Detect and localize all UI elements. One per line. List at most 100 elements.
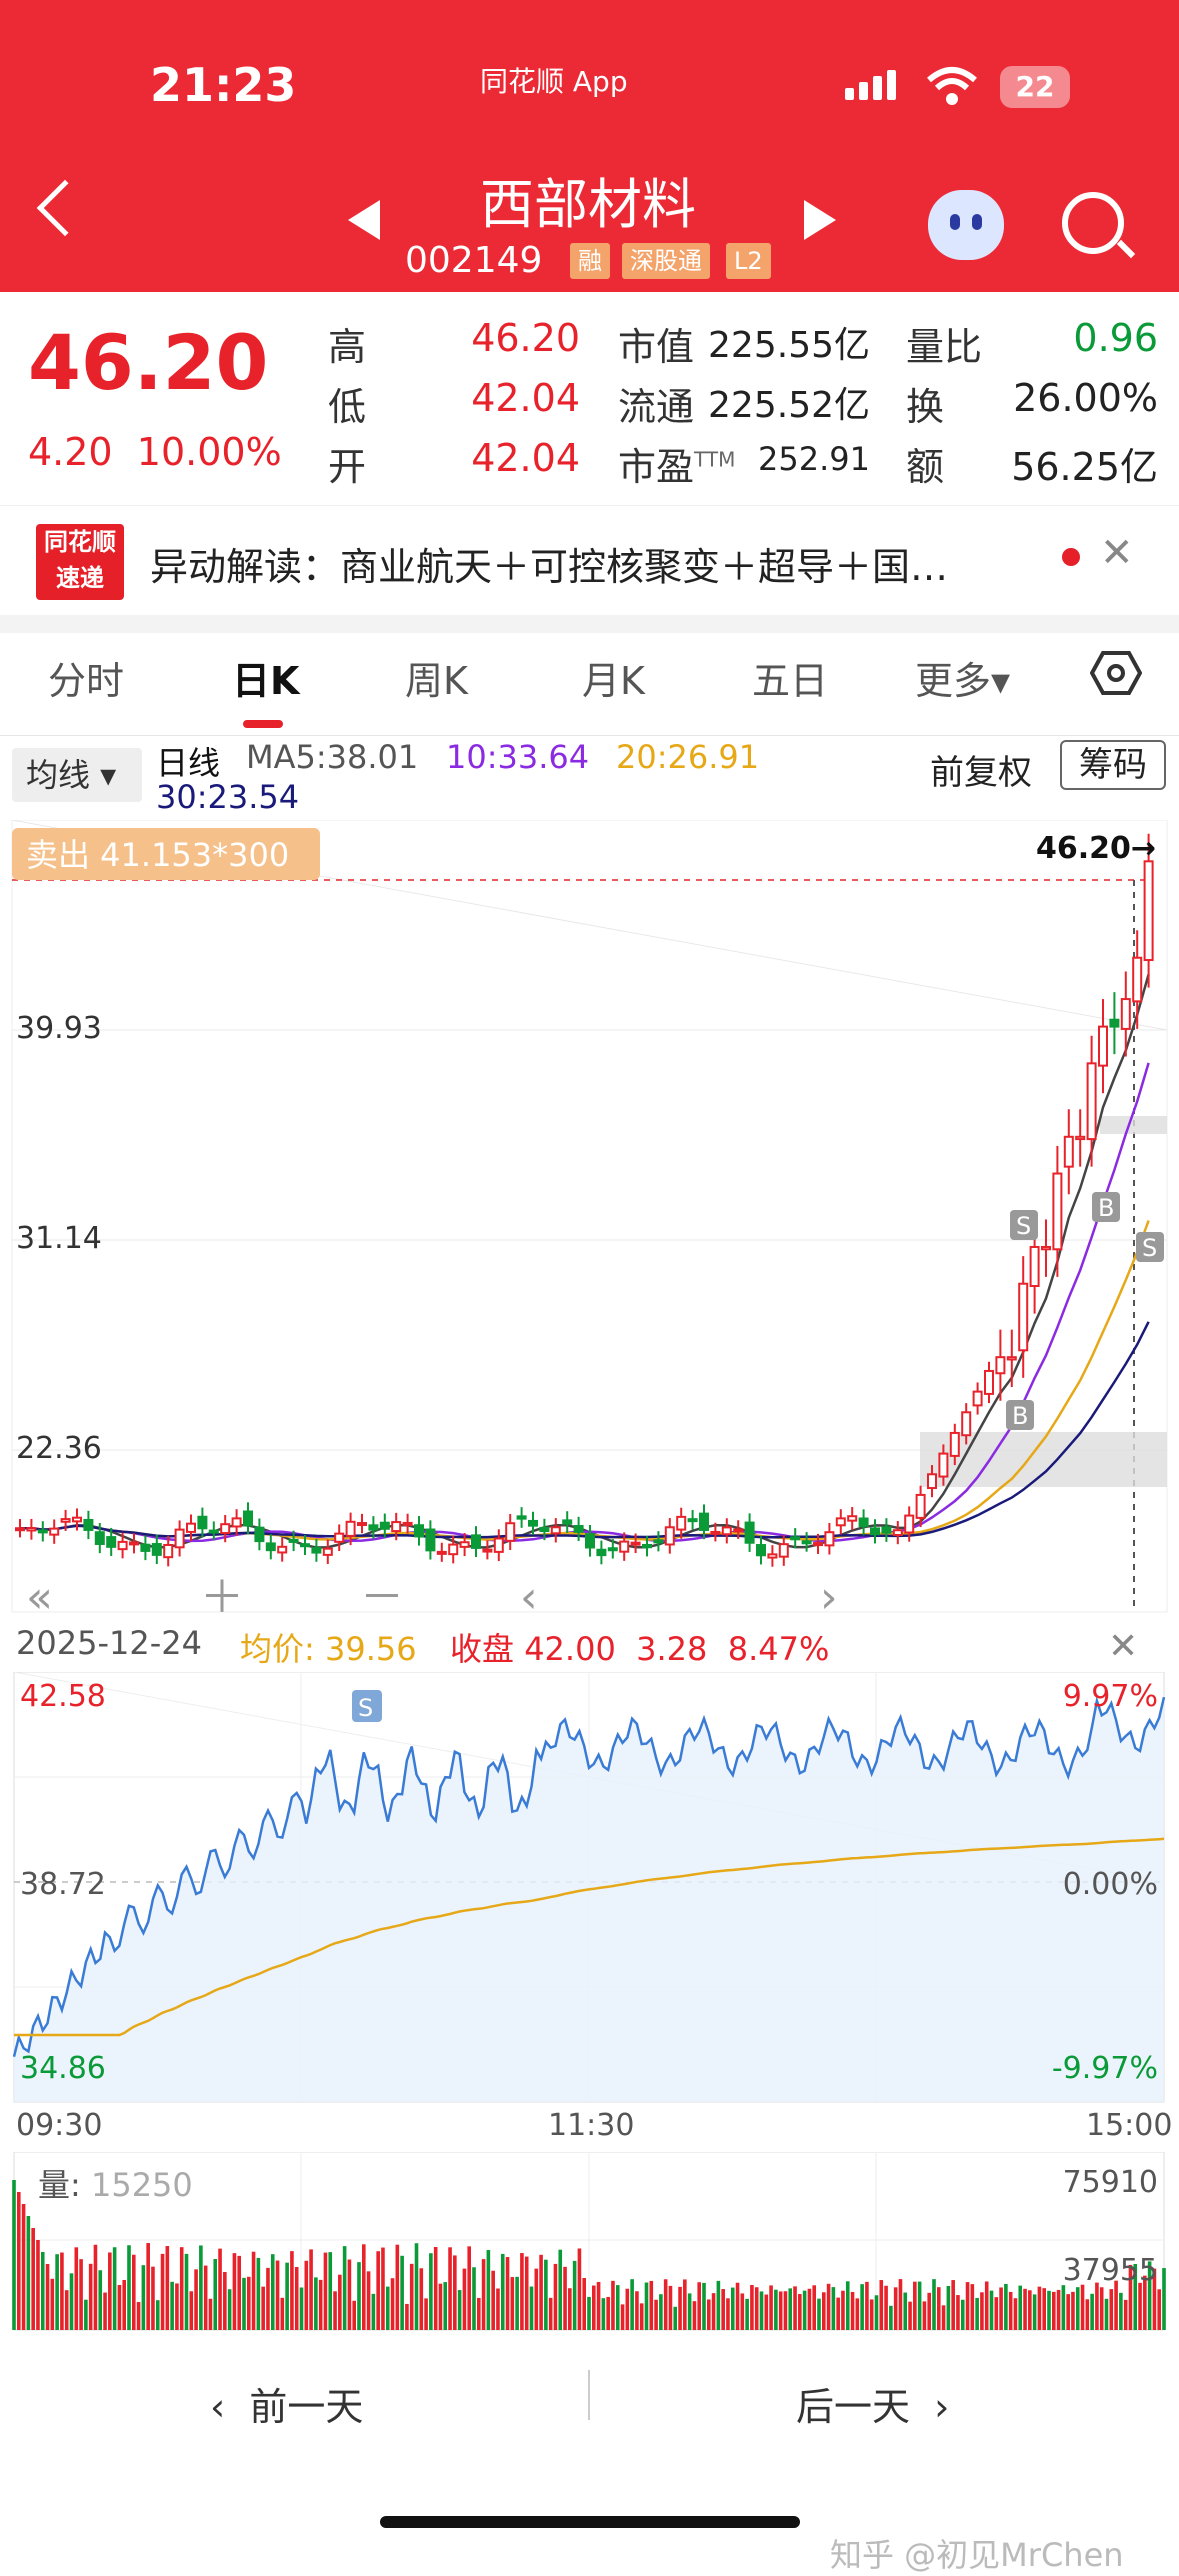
tab-intraday[interactable]: 分时 (48, 659, 125, 703)
volume-bar (472, 2267, 476, 2330)
prev-day-button[interactable]: ‹ 前一天 (210, 2385, 364, 2429)
tab-monthly-k[interactable]: 月K (582, 659, 645, 703)
tab-five-day[interactable]: 五日 (752, 659, 829, 703)
volume-bar (433, 2247, 438, 2330)
candle (1109, 1018, 1120, 1028)
scroll-left-icon: « (26, 1572, 53, 1620)
assistant-robot-icon[interactable] (928, 190, 1004, 260)
back-arrow-icon[interactable] (36, 179, 94, 237)
settings-hexagon-icon[interactable] (1090, 650, 1142, 696)
volume-bar (246, 2276, 251, 2330)
volume-bar (409, 2263, 414, 2330)
candle (231, 1517, 242, 1528)
volume-bar (1143, 2275, 1147, 2330)
search-icon[interactable] (1062, 192, 1124, 254)
close-icon[interactable]: ✕ (1100, 530, 1134, 576)
candle (904, 1514, 915, 1534)
candle (493, 1537, 504, 1553)
volume-bar (1061, 2285, 1066, 2330)
volume-bar (314, 2277, 318, 2330)
candle (744, 1521, 755, 1544)
volume-bar (290, 2251, 294, 2330)
volume-bar (936, 2287, 941, 2330)
candle (357, 1522, 367, 1527)
volume-bar (596, 2281, 601, 2330)
intraday-chart[interactable]: 42.58 38.72 34.86 9.97% 0.00% -9.97% S (0, 1672, 1179, 2112)
volume-bar (438, 2283, 443, 2330)
volume-bar (922, 2301, 927, 2330)
close-intraday-icon[interactable]: ✕ (1108, 1626, 1139, 1667)
volume-bar (587, 2296, 591, 2330)
volume-bar (913, 2281, 917, 2330)
volume-bar (563, 2266, 567, 2330)
chip-button[interactable]: 筹码 (1060, 740, 1166, 790)
volume-bar (606, 2296, 610, 2330)
volume-bar (1119, 2292, 1123, 2330)
time-start: 09:30 (16, 2108, 103, 2143)
volume-bar (481, 2259, 486, 2330)
zoom-in-icon: ＋ (200, 1572, 244, 1620)
current-price: 46.20 (28, 318, 269, 407)
candle (790, 1536, 801, 1541)
float-value: 225.52亿 (708, 385, 870, 426)
stock-code: 002149 (405, 240, 543, 281)
volume-bar (1042, 2288, 1047, 2330)
candle (596, 1548, 607, 1557)
volume-bar (376, 2251, 380, 2330)
candle (585, 1533, 595, 1549)
volume-bar (486, 2250, 491, 2330)
next-stock-arrow-icon[interactable] (804, 200, 836, 240)
volume-bar (625, 2288, 630, 2330)
ma10-line (20, 1062, 1150, 1543)
ma-selector-dropdown[interactable]: 均线 ▾ (12, 748, 142, 802)
pe-label: 市盈TTM (618, 445, 736, 489)
candle (1075, 1135, 1086, 1141)
volume-bar (807, 2288, 812, 2330)
candle (984, 1369, 994, 1395)
candle (710, 1530, 721, 1535)
volume-bar (524, 2256, 529, 2330)
news-banner[interactable]: 同花顺 速递 异动解读：商业航天＋可控核聚变＋超导＋国… (0, 505, 1179, 615)
trade-marker-label: B (1012, 1402, 1028, 1430)
news-text[interactable]: 异动解读：商业航天＋可控核聚变＋超导＋国… (150, 545, 949, 589)
volume-bar (984, 2281, 989, 2330)
candle (505, 1522, 516, 1542)
ma30-legend: 30:23.54 (156, 778, 300, 816)
candle (322, 1547, 333, 1556)
volume-bar (251, 2251, 256, 2330)
watermark: 知乎 @初见MrChen (830, 2536, 1124, 2574)
chart-nav-buttons[interactable]: « ＋ － ‹ › (26, 1572, 838, 1620)
volume-bar (692, 2301, 697, 2330)
ma10-legend: 10:33.64 (446, 738, 590, 776)
adjust-mode-button[interactable]: 前复权 (930, 753, 1032, 793)
volume-bar (40, 2252, 45, 2330)
tab-weekly-k[interactable]: 周K (405, 659, 468, 703)
next-day-button[interactable]: 后一天 › (796, 2385, 950, 2429)
volume-bar (1152, 2268, 1157, 2330)
amount-label: 额 (906, 445, 945, 489)
volume-bar (831, 2287, 836, 2330)
kline-chart[interactable]: 39.93 31.14 22.36 46.20→ 卖出 41.153*300 S… (0, 820, 1179, 1620)
volume-bar (788, 2288, 793, 2330)
volume-bar (817, 2298, 821, 2330)
volume-bar (601, 2298, 606, 2330)
volume-bar (318, 2279, 323, 2330)
ma20-legend: 20:26.91 (616, 738, 760, 776)
volume-bar (21, 2204, 26, 2330)
tab-more[interactable]: 更多▾ (915, 659, 1011, 703)
candle (516, 1515, 527, 1520)
volume-bar (366, 2271, 371, 2330)
tab-daily-k[interactable]: 日K (232, 659, 300, 703)
volume-bar (620, 2304, 625, 2330)
volume-bar (1123, 2299, 1128, 2330)
volume-bar (165, 2246, 170, 2330)
volume-bar (721, 2289, 725, 2330)
volume-bar (750, 2285, 754, 2330)
volume-bar (1104, 2298, 1109, 2330)
volume-bar (591, 2285, 596, 2330)
candle (379, 1521, 390, 1530)
intraday-pct-top: 9.97% (1063, 1679, 1158, 1714)
candle (835, 1517, 846, 1527)
volume-bar (160, 2253, 165, 2330)
prev-stock-arrow-icon[interactable] (348, 200, 380, 240)
